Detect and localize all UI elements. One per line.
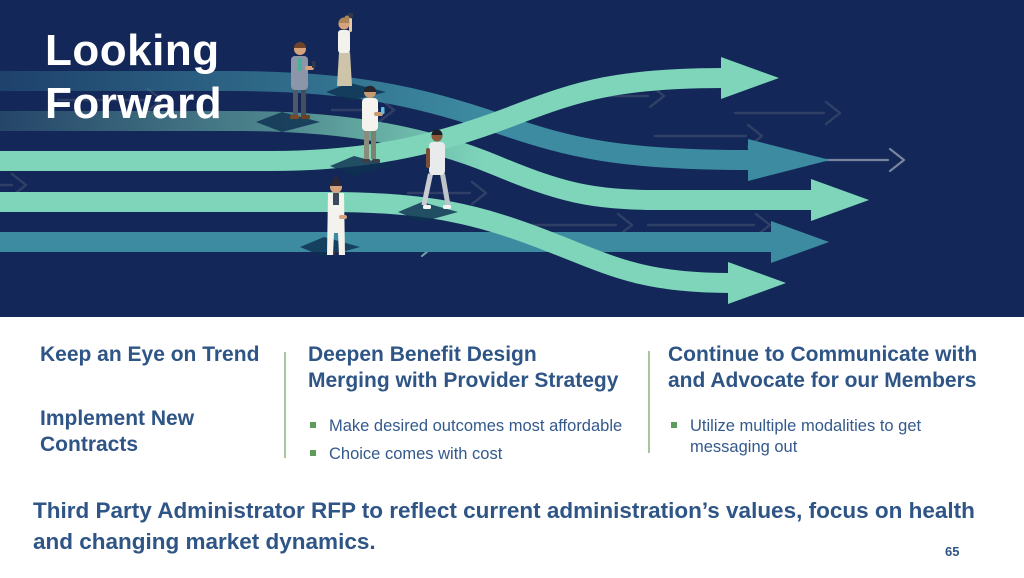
heading-line: Implement New bbox=[40, 407, 195, 430]
bullet-text: Make desired outcomes most affordable bbox=[329, 417, 623, 435]
heading-line: and Advocate for our Members bbox=[668, 369, 977, 392]
slide-title-line: Looking bbox=[45, 26, 220, 75]
column-divider-2 bbox=[648, 351, 650, 453]
banner: Looking Forward bbox=[0, 0, 1024, 317]
footer-line: Third Party Administrator RFP to reflect… bbox=[33, 498, 975, 523]
person-figure-5 bbox=[327, 176, 347, 255]
people-figures bbox=[290, 13, 451, 255]
list-item: Choice comes with cost bbox=[309, 444, 639, 465]
bullet-square-icon bbox=[671, 422, 677, 428]
bullet-square-icon bbox=[310, 450, 316, 456]
flow-arrows-illustration bbox=[0, 13, 906, 304]
heading-line: Merging with Provider Strategy bbox=[308, 369, 619, 392]
footer-line: and changing market dynamics. bbox=[33, 529, 376, 554]
column2-bullet-list: Make desired outcomes most affordable Ch… bbox=[309, 416, 639, 472]
page-number: 65 bbox=[945, 544, 960, 559]
column3-heading: Continue to Communicate with and Advocat… bbox=[668, 342, 1008, 394]
footer-statement: Third Party Administrator RFP to reflect… bbox=[33, 495, 975, 557]
heading-line: Deepen Benefit Design bbox=[308, 343, 537, 366]
bullet-square-icon bbox=[310, 422, 316, 428]
person-figure-4 bbox=[421, 129, 451, 209]
heading-line: Continue to Communicate with bbox=[668, 343, 978, 366]
arrow-streams bbox=[0, 57, 869, 304]
person-figure-1 bbox=[290, 42, 316, 119]
list-item: Utilize multiple modalities to get messa… bbox=[670, 416, 950, 458]
slide-title: Looking Forward bbox=[45, 24, 222, 130]
column3-bullet-list: Utilize multiple modalities to get messa… bbox=[670, 416, 950, 465]
person-figure-3 bbox=[362, 85, 385, 163]
bullet-text: Choice comes with cost bbox=[329, 445, 503, 463]
column1-heading-top: Keep an Eye on Trend bbox=[40, 342, 290, 368]
column-divider-1 bbox=[284, 352, 286, 458]
column1-heading-bottom: Implement New Contracts bbox=[40, 406, 290, 458]
list-item: Make desired outcomes most affordable bbox=[309, 416, 639, 437]
heading-line: Contracts bbox=[40, 433, 139, 456]
bullet-text: Utilize multiple modalities to get messa… bbox=[690, 417, 922, 456]
heading-line: Keep an Eye on Trend bbox=[40, 343, 260, 366]
person-figure-2 bbox=[337, 13, 353, 86]
slide-title-line: Forward bbox=[45, 79, 223, 128]
column2-heading: Deepen Benefit Design Merging with Provi… bbox=[308, 342, 644, 394]
